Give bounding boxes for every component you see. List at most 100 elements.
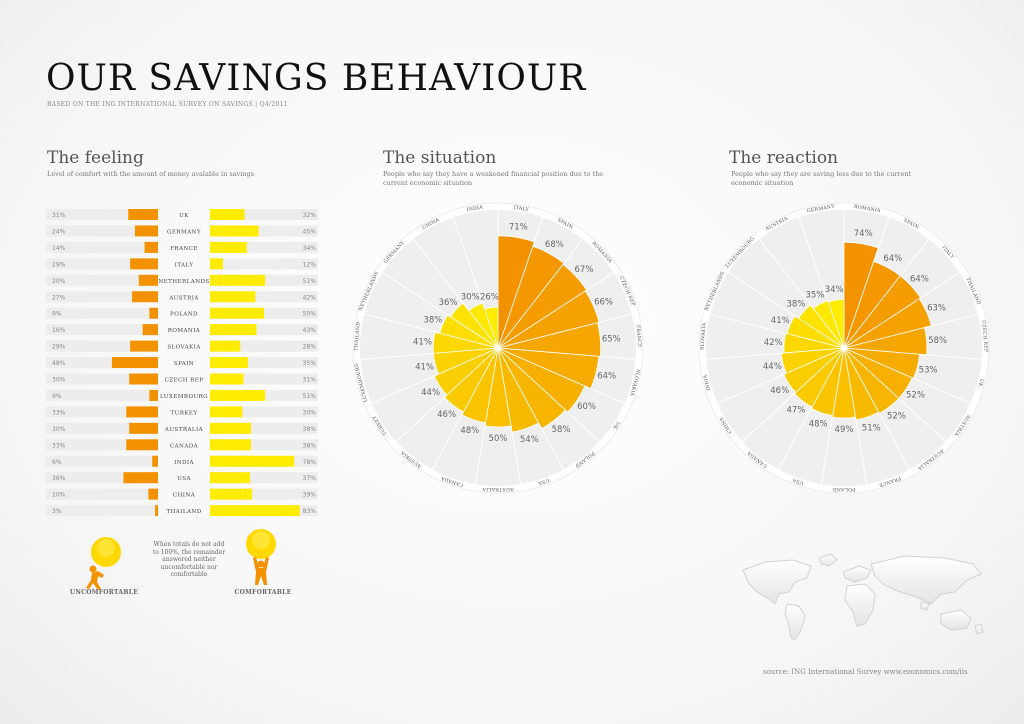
uncomfortable-bar	[142, 324, 158, 336]
comfortable-value-label: 45%	[303, 228, 317, 235]
polar-divider	[565, 409, 600, 442]
feeling-country-label: SLOVAKIA	[167, 345, 201, 351]
situation-title: The situation	[383, 148, 497, 168]
polar-divider	[873, 217, 890, 262]
polar-value-label: 74%	[854, 229, 873, 239]
uncomfortable-value-label: 33%	[52, 442, 66, 449]
feeling-country-label: ROMANIA	[168, 328, 201, 334]
uncomfortable-value-label: 48%	[52, 360, 66, 367]
polar-divider	[598, 355, 636, 360]
polar-center-dot	[496, 346, 500, 350]
polar-value-label: 64%	[597, 372, 616, 382]
polar-value-label: 51%	[862, 423, 881, 433]
polar-value-label: 63%	[927, 303, 946, 313]
comfortable-value-label: 35%	[303, 360, 317, 367]
comfortable-bar	[210, 406, 243, 418]
comfortable-bar	[210, 439, 252, 451]
comfortable-bar	[210, 505, 300, 517]
feeling-track-left	[46, 439, 158, 451]
comfortable-value-label: 34%	[303, 245, 317, 252]
feeling-country-label: CZECH REP	[165, 378, 204, 384]
uncomfortable-bar	[152, 455, 158, 467]
feeling-track-left	[46, 472, 158, 484]
feeling-track-right	[210, 291, 318, 303]
polar-value-label: 38%	[786, 300, 805, 310]
polar-divider	[538, 422, 565, 470]
uncomfortable-bar	[148, 488, 158, 500]
feeling-country-label: THAILAND	[166, 509, 201, 515]
polar-country-label: INDIA	[702, 374, 712, 392]
polar-value-label: 71%	[509, 223, 528, 233]
feeling-track-left	[46, 291, 158, 303]
uncomfortable-bar	[126, 406, 158, 418]
comfortable-value-label: 32%	[303, 212, 317, 219]
polar-value-label: 64%	[910, 275, 929, 285]
polar-divider	[911, 377, 971, 404]
polar-value-label: 64%	[883, 254, 902, 264]
feeling-track-right	[210, 472, 318, 484]
polar-value-label: 30%	[461, 293, 480, 303]
polar-divider	[597, 313, 632, 324]
comfortable-bar	[210, 472, 250, 484]
comfortable-value-label: 28%	[303, 344, 317, 351]
polar-value-label: 54%	[520, 435, 539, 445]
polar-divider	[919, 353, 982, 360]
polar-wedge	[484, 306, 499, 349]
feeling-track-left	[46, 406, 158, 418]
uncomfortable-value-label: 20%	[52, 278, 66, 285]
polar-value-label: 42%	[764, 338, 783, 348]
polar-divider	[924, 313, 978, 329]
polar-divider	[878, 411, 911, 470]
comfortable-value-label: 43%	[303, 327, 317, 334]
uncomfortable-bar	[132, 291, 158, 303]
comfortable-bar	[210, 373, 244, 385]
comfortable-value-label: 37%	[303, 475, 317, 482]
uncomfortable-value-label: 10%	[52, 492, 66, 499]
polar-divider	[360, 352, 434, 360]
feeling-bar-chart: 31% 32% UK 24% 45% GERMANY 14% 34% FRANCE 29% 12% I…	[46, 209, 318, 517]
polar-country-label: SLOVAKIA	[699, 322, 707, 350]
source-note: source: ING International Survey www.ezo…	[763, 668, 968, 676]
feeling-country-label: AUSTRIA	[168, 295, 199, 301]
uncomfortable-bar	[129, 373, 158, 385]
polar-divider	[562, 238, 584, 265]
comfortable-bar	[210, 274, 266, 286]
polar-divider	[820, 415, 834, 485]
uncomfortable-bar	[134, 225, 158, 237]
polar-value-label: 65%	[602, 335, 621, 345]
polar-divider	[584, 385, 625, 404]
uncomfortable-value-label: 30%	[52, 377, 66, 384]
polar-divider	[396, 394, 448, 442]
feeling-track-right	[210, 373, 318, 385]
polar-country-label: CZECH REP	[980, 320, 989, 353]
feeling-track-left	[46, 455, 158, 467]
comfortable-bar	[210, 241, 247, 253]
polar-value-label: 68%	[545, 240, 564, 250]
polar-value-label: 44%	[421, 388, 440, 398]
feeling-track-left	[46, 357, 158, 369]
polar-country-label: ROMANIA	[853, 204, 881, 214]
polar-divider	[510, 425, 522, 485]
feeling-country-label: NETHERLANDS	[158, 279, 209, 285]
feeling-track-left	[46, 274, 158, 286]
comfortable-bar	[210, 324, 257, 336]
polar-value-label: 58%	[552, 425, 571, 435]
reaction-polar-chart: 74%ROMANIA64%SPAIN64%ITALY63%THAILAND58%…	[698, 202, 990, 494]
uncomfortable-bar	[149, 307, 158, 319]
uncomfortable-value-label: 36%	[52, 475, 66, 482]
uncomfortable-bar	[126, 439, 158, 451]
uncomfortable-bar	[138, 274, 158, 286]
polar-value-label: 46%	[437, 410, 456, 420]
uncomfortable-value-label: 9%	[52, 311, 62, 318]
polar-divider	[431, 411, 464, 470]
polar-divider	[728, 272, 799, 319]
comfortable-value-label: 51%	[303, 278, 317, 285]
feeling-subtitle: Level of comfort with the amount of mone…	[47, 170, 254, 178]
comfortable-value-label: 83%	[303, 508, 317, 515]
polar-value-label: 60%	[577, 402, 596, 412]
comfortable-bar	[210, 340, 241, 352]
feeling-track-right	[210, 340, 318, 352]
uncomfortable-value-label: 29%	[52, 344, 66, 351]
uncomfortable-bar	[130, 340, 158, 352]
